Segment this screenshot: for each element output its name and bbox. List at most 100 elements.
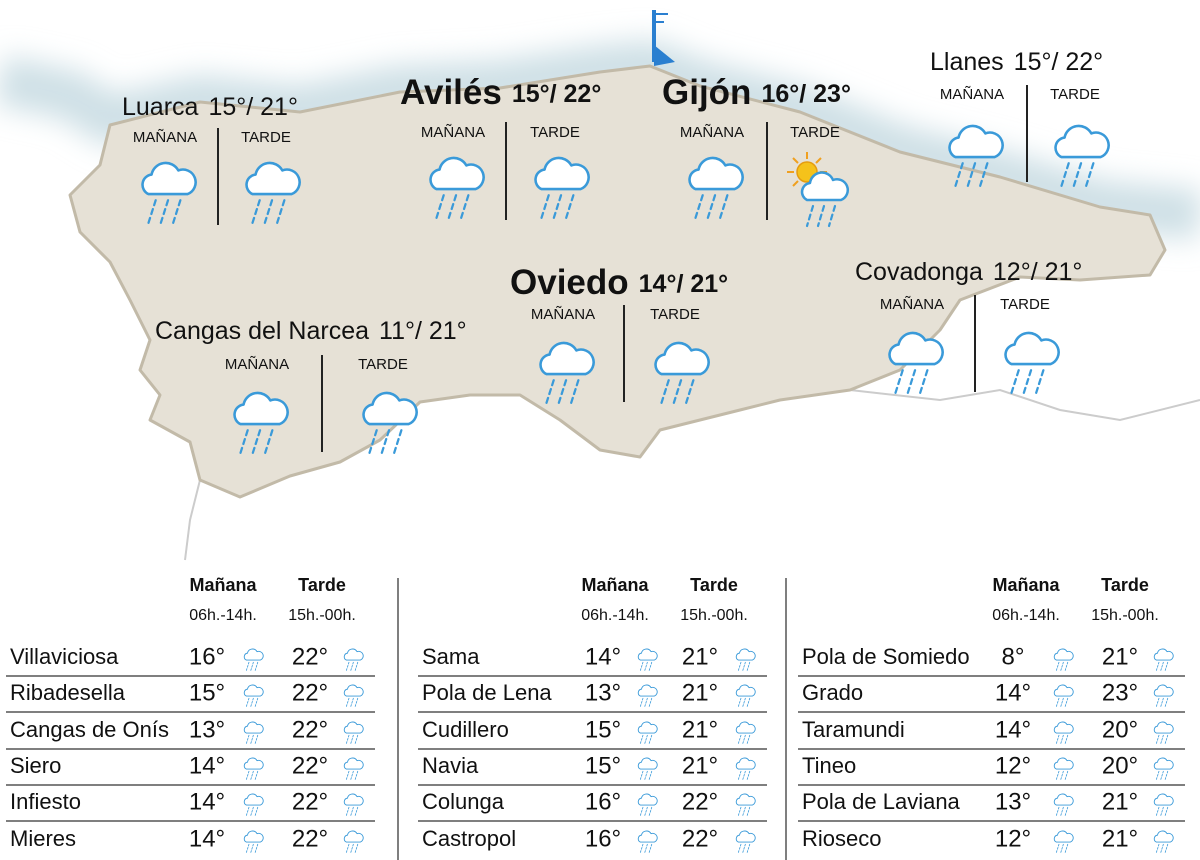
weather-icon <box>243 648 264 671</box>
morning-temp: 15° <box>189 679 225 706</box>
town-name: Infiesto <box>10 789 81 814</box>
morning-temp: 14° <box>995 716 1031 743</box>
morning-label: MAÑANA <box>940 86 1004 103</box>
flag-marker <box>652 10 675 66</box>
morning-temp: 8° <box>1002 643 1025 670</box>
weather-icon <box>1053 721 1074 744</box>
morning-temp: 14° <box>189 752 225 779</box>
weather-icon <box>1053 830 1074 853</box>
morning-temp: 15° <box>585 752 621 779</box>
morning-temp: 13° <box>995 788 1031 815</box>
city-forecast: Gijón 16°/ 23° MAÑANA TARDE <box>662 73 851 220</box>
city-name: Avilés <box>400 73 502 112</box>
weather-icon <box>735 830 756 853</box>
town-name: Taramundi <box>802 717 905 742</box>
weather-icon <box>1053 648 1074 671</box>
afternoon-label: TARDE <box>530 124 580 141</box>
afternoon-temp: 21° <box>682 679 718 706</box>
city-temps: 15°/ 21° <box>208 93 298 121</box>
afternoon-temp: 21° <box>682 643 718 670</box>
morning-label: MAÑANA <box>880 296 944 313</box>
town-name: Colunga <box>422 789 505 814</box>
weather-icon <box>343 721 364 744</box>
afternoon-temp: 22° <box>292 679 328 706</box>
town-name: Rioseco <box>802 826 881 851</box>
morning-temp: 13° <box>585 679 621 706</box>
morning-label: MAÑANA <box>680 124 744 141</box>
city-label: Covadonga 12°/ 21° <box>855 258 1082 286</box>
morning-temp: 16° <box>585 825 621 852</box>
weather-icon <box>735 648 756 671</box>
weather-icon <box>243 684 264 707</box>
afternoon-label: TARDE <box>1000 296 1050 313</box>
header-morning: Mañana <box>992 575 1060 595</box>
town-name: Pola de Somiedo <box>802 644 970 669</box>
sea-fog <box>0 39 1200 240</box>
afternoon-temp: 22° <box>292 825 328 852</box>
city-temps: 12°/ 21° <box>993 258 1083 286</box>
city-forecast: Avilés 15°/ 22° MAÑANA TARDE <box>400 73 601 220</box>
city-temps: 14°/ 21° <box>639 270 729 298</box>
afternoon-temp: 23° <box>1102 679 1138 706</box>
header-afternoon: Tarde <box>1101 575 1149 595</box>
town-name: Grado <box>802 680 863 705</box>
header-morning-hours: 06h.-14h. <box>581 607 649 624</box>
city-temps: 16°/ 23° <box>761 80 851 108</box>
weather-icon <box>243 793 264 816</box>
city-name: Cangas del Narcea <box>155 317 369 345</box>
region <box>68 64 1167 499</box>
city-label: Luarca 15°/ 21° <box>122 93 298 121</box>
afternoon-label: TARDE <box>790 124 840 141</box>
weather-icon <box>637 721 658 744</box>
morning-label: MAÑANA <box>133 129 197 146</box>
table-dividers <box>397 578 787 860</box>
morning-temp: 14° <box>585 643 621 670</box>
town-name: Cudillero <box>422 717 509 742</box>
header-afternoon: Tarde <box>690 575 738 595</box>
afternoon-temp: 20° <box>1102 752 1138 779</box>
weather-icon <box>735 721 756 744</box>
town-name: Castropol <box>422 826 516 851</box>
weather-icon <box>735 793 756 816</box>
afternoon-label: TARDE <box>650 306 700 323</box>
city-label: Llanes 15°/ 22° <box>930 48 1103 76</box>
weather-icon <box>343 830 364 853</box>
weather-icon <box>637 830 658 853</box>
town-name: Ribadesella <box>10 680 126 705</box>
weather-icon <box>243 830 264 853</box>
afternoon-label: TARDE <box>1050 86 1100 103</box>
weather-icon <box>1053 793 1074 816</box>
city-label: Cangas del Narcea 11°/ 21° <box>155 317 467 345</box>
town-name: Cangas de Onís <box>10 717 169 742</box>
weather-icon <box>1153 830 1174 853</box>
afternoon-temp: 21° <box>1102 825 1138 852</box>
city-temps: 15°/ 22° <box>1014 48 1104 76</box>
morning-temp: 15° <box>585 716 621 743</box>
weather-icon <box>1153 757 1174 780</box>
weather-icon <box>1004 331 1060 395</box>
weather-icon <box>1153 721 1174 744</box>
city-forecast: Covadonga 12°/ 21° MAÑANA TARDE <box>855 258 1082 392</box>
city-name: Luarca <box>122 93 199 121</box>
city-temps: 11°/ 21° <box>379 317 467 345</box>
weather-icon <box>1053 684 1074 707</box>
afternoon-temp: 21° <box>1102 643 1138 670</box>
afternoon-temp: 20° <box>1102 716 1138 743</box>
weather-icon <box>343 648 364 671</box>
city-label: Avilés 15°/ 22° <box>400 73 601 112</box>
town-name: Tineo <box>802 753 856 778</box>
city-forecast: Llanes 15°/ 22° MAÑANA TARDE <box>930 48 1103 182</box>
afternoon-temp: 21° <box>682 752 718 779</box>
town-name: Mieres <box>10 826 76 851</box>
header-morning: Mañana <box>581 575 649 595</box>
morning-label: MAÑANA <box>225 356 289 373</box>
morning-label: MAÑANA <box>421 124 485 141</box>
afternoon-temp: 22° <box>292 788 328 815</box>
town-name: Villaviciosa <box>10 644 119 669</box>
city-name: Covadonga <box>855 258 983 286</box>
header-afternoon-hours: 15h.-00h. <box>680 607 748 624</box>
morning-temp: 14° <box>189 788 225 815</box>
morning-temp: 14° <box>189 825 225 852</box>
weather-icon <box>1153 793 1174 816</box>
